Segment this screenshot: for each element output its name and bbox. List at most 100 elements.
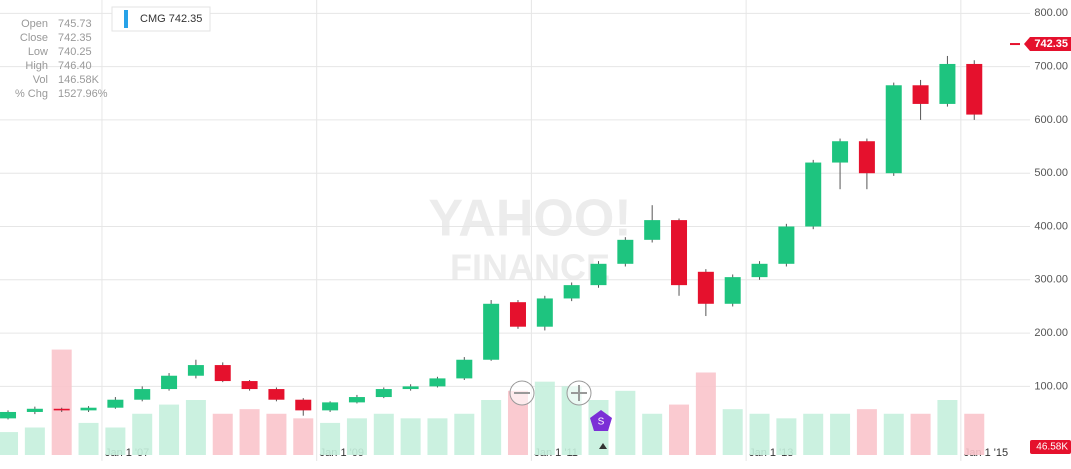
volume-bar xyxy=(776,418,797,455)
volume-bar xyxy=(507,390,528,455)
volume-bar xyxy=(427,418,448,455)
candle-body xyxy=(832,141,849,163)
info-label: Open xyxy=(21,18,48,30)
candle-body xyxy=(912,85,929,104)
candle-body xyxy=(536,298,553,327)
candle-body xyxy=(214,365,231,382)
volume-bar xyxy=(24,427,45,455)
volume-bar xyxy=(373,413,394,455)
candle-body xyxy=(348,397,365,403)
y-tick-label: 500.00 xyxy=(1034,167,1068,179)
candle-body xyxy=(724,277,741,304)
candle-body xyxy=(858,141,875,174)
event-marker[interactable] xyxy=(590,410,612,431)
candle-body xyxy=(483,303,500,360)
volume-bar xyxy=(615,390,636,455)
candle-body xyxy=(671,220,688,286)
info-value: 146.58K xyxy=(58,74,100,86)
volume-bar xyxy=(856,409,877,455)
volume-bar xyxy=(0,432,19,455)
volume-tag-label: 46.58K xyxy=(1036,442,1068,453)
candle-body xyxy=(939,63,956,104)
volume-bar xyxy=(454,413,475,455)
legend-swatch xyxy=(124,10,128,28)
event-label: S xyxy=(598,417,605,428)
info-label: High xyxy=(25,60,48,72)
candle-body xyxy=(322,402,339,411)
watermark: YAHOO! xyxy=(428,190,631,248)
volume-bar xyxy=(964,413,985,455)
candle-body xyxy=(617,239,634,264)
info-label: Low xyxy=(28,46,48,58)
legend-name: CMG xyxy=(140,13,166,25)
volume-bar xyxy=(320,422,341,455)
candle-body xyxy=(0,411,17,419)
candle-body xyxy=(805,162,822,227)
volume-tag xyxy=(1030,440,1071,454)
candle-body xyxy=(644,220,661,240)
volume-bar xyxy=(803,413,824,455)
volume-bar xyxy=(534,381,555,455)
last-price-tag xyxy=(1024,37,1071,52)
candle-body xyxy=(751,263,768,278)
legend-entry: CMG 742.35 xyxy=(140,13,202,25)
info-value: 1527.96% xyxy=(58,88,108,100)
info-value: 740.25 xyxy=(58,46,92,58)
candle-body xyxy=(107,399,124,408)
candle-body xyxy=(429,378,446,387)
last-price-label: 742.35 xyxy=(1034,38,1068,50)
info-value: 745.73 xyxy=(58,18,92,30)
candle-body xyxy=(80,407,97,411)
volume-bar xyxy=(105,427,126,455)
candle-body xyxy=(563,285,580,299)
y-tick-label: 600.00 xyxy=(1034,114,1068,126)
info-value: 746.40 xyxy=(58,60,92,72)
candle-body xyxy=(402,386,419,390)
volume-bar xyxy=(749,413,770,455)
volume-bar xyxy=(78,422,99,455)
info-label: % Chg xyxy=(15,88,48,100)
y-tick-label: 400.00 xyxy=(1034,220,1068,232)
info-label: Vol xyxy=(33,74,48,86)
candle-body xyxy=(187,365,204,376)
info-value: 742.35 xyxy=(58,32,92,44)
candle-body xyxy=(53,408,70,411)
y-tick-label: 800.00 xyxy=(1034,7,1068,19)
volume-bar xyxy=(481,400,502,455)
y-tick-label: 300.00 xyxy=(1034,274,1068,286)
event-pointer xyxy=(599,443,607,449)
volume-bar xyxy=(293,418,314,455)
candle-body xyxy=(268,389,285,400)
info-label: Close xyxy=(20,32,48,44)
volume-bar xyxy=(400,418,421,455)
watermark: FINANCE xyxy=(450,247,610,288)
candle-body xyxy=(590,263,607,286)
candle-body xyxy=(375,389,392,398)
candle-body xyxy=(26,408,43,412)
candle-body xyxy=(778,226,795,264)
volume-bar xyxy=(346,418,367,455)
candle-body xyxy=(241,381,258,390)
volume-bar xyxy=(669,404,690,455)
candle-body xyxy=(885,85,902,174)
volume-bar xyxy=(185,400,206,455)
candle-body xyxy=(966,63,983,115)
volume-bar xyxy=(132,413,153,455)
candle-body xyxy=(161,375,178,390)
candle-body xyxy=(509,302,526,327)
volume-bar xyxy=(159,404,180,455)
candle-body xyxy=(697,271,714,304)
candle-body xyxy=(456,359,473,379)
y-tick-label: 700.00 xyxy=(1034,61,1068,73)
legend-value: 742.35 xyxy=(169,13,203,25)
volume-bar xyxy=(695,372,716,455)
volume-bar xyxy=(239,409,260,455)
y-tick-label: 100.00 xyxy=(1034,380,1068,392)
candle-body xyxy=(295,399,312,411)
volume-bar xyxy=(937,400,958,455)
volume-bar xyxy=(212,413,233,455)
candle-body xyxy=(134,389,151,400)
volume-bar xyxy=(51,349,72,455)
volume-bar xyxy=(883,413,904,455)
